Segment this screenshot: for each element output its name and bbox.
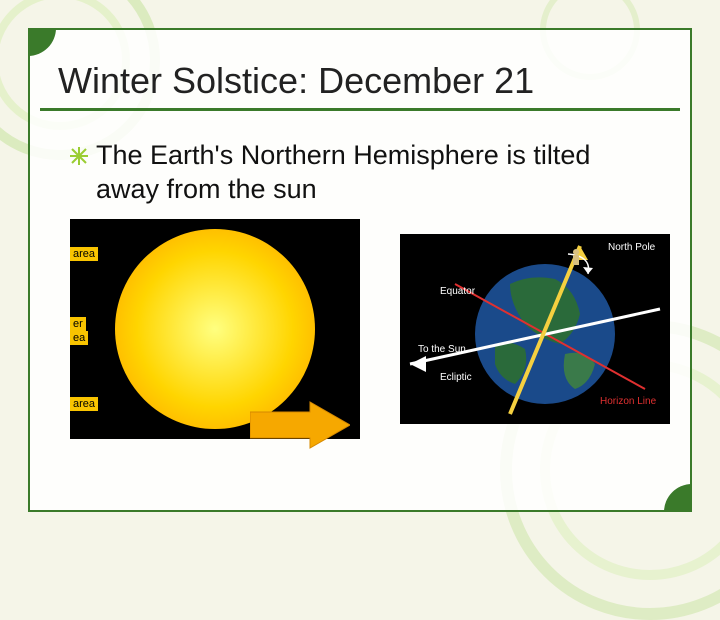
bullet-text: The Earth's Northern Hemisphere is tilte…	[96, 139, 640, 207]
north-pole-label: North Pole	[608, 242, 656, 253]
earth-diagram: North Pole Equator To the Sun Ecliptic H…	[400, 234, 670, 424]
tosun-label: To the Sun	[418, 344, 466, 355]
sun-label: area	[70, 247, 98, 261]
sun-label: area	[70, 397, 98, 411]
horizon-label: Horizon Line	[600, 396, 657, 407]
ecliptic-label: Ecliptic	[440, 372, 472, 383]
sun-disc	[115, 229, 315, 429]
earth-panel: North Pole Equator To the Sun Ecliptic H…	[400, 234, 670, 424]
figure-head	[573, 249, 579, 255]
images-row: area er ea area	[70, 219, 680, 439]
rotation-arrowhead	[583, 267, 593, 274]
figure-body	[573, 255, 579, 265]
equator-label: Equator	[440, 286, 476, 297]
sun-label: ea	[70, 331, 88, 345]
star-burst-icon	[70, 147, 88, 165]
slide-content: Winter Solstice: December 21 The Earth's…	[40, 40, 680, 500]
sun-label: er	[70, 317, 86, 331]
slide-title: Winter Solstice: December 21	[58, 60, 680, 102]
to-sun-arrowhead	[410, 356, 426, 372]
sunlight-arrow-icon	[250, 400, 350, 450]
title-underline	[40, 108, 680, 111]
bullet-row: The Earth's Northern Hemisphere is tilte…	[70, 139, 680, 207]
